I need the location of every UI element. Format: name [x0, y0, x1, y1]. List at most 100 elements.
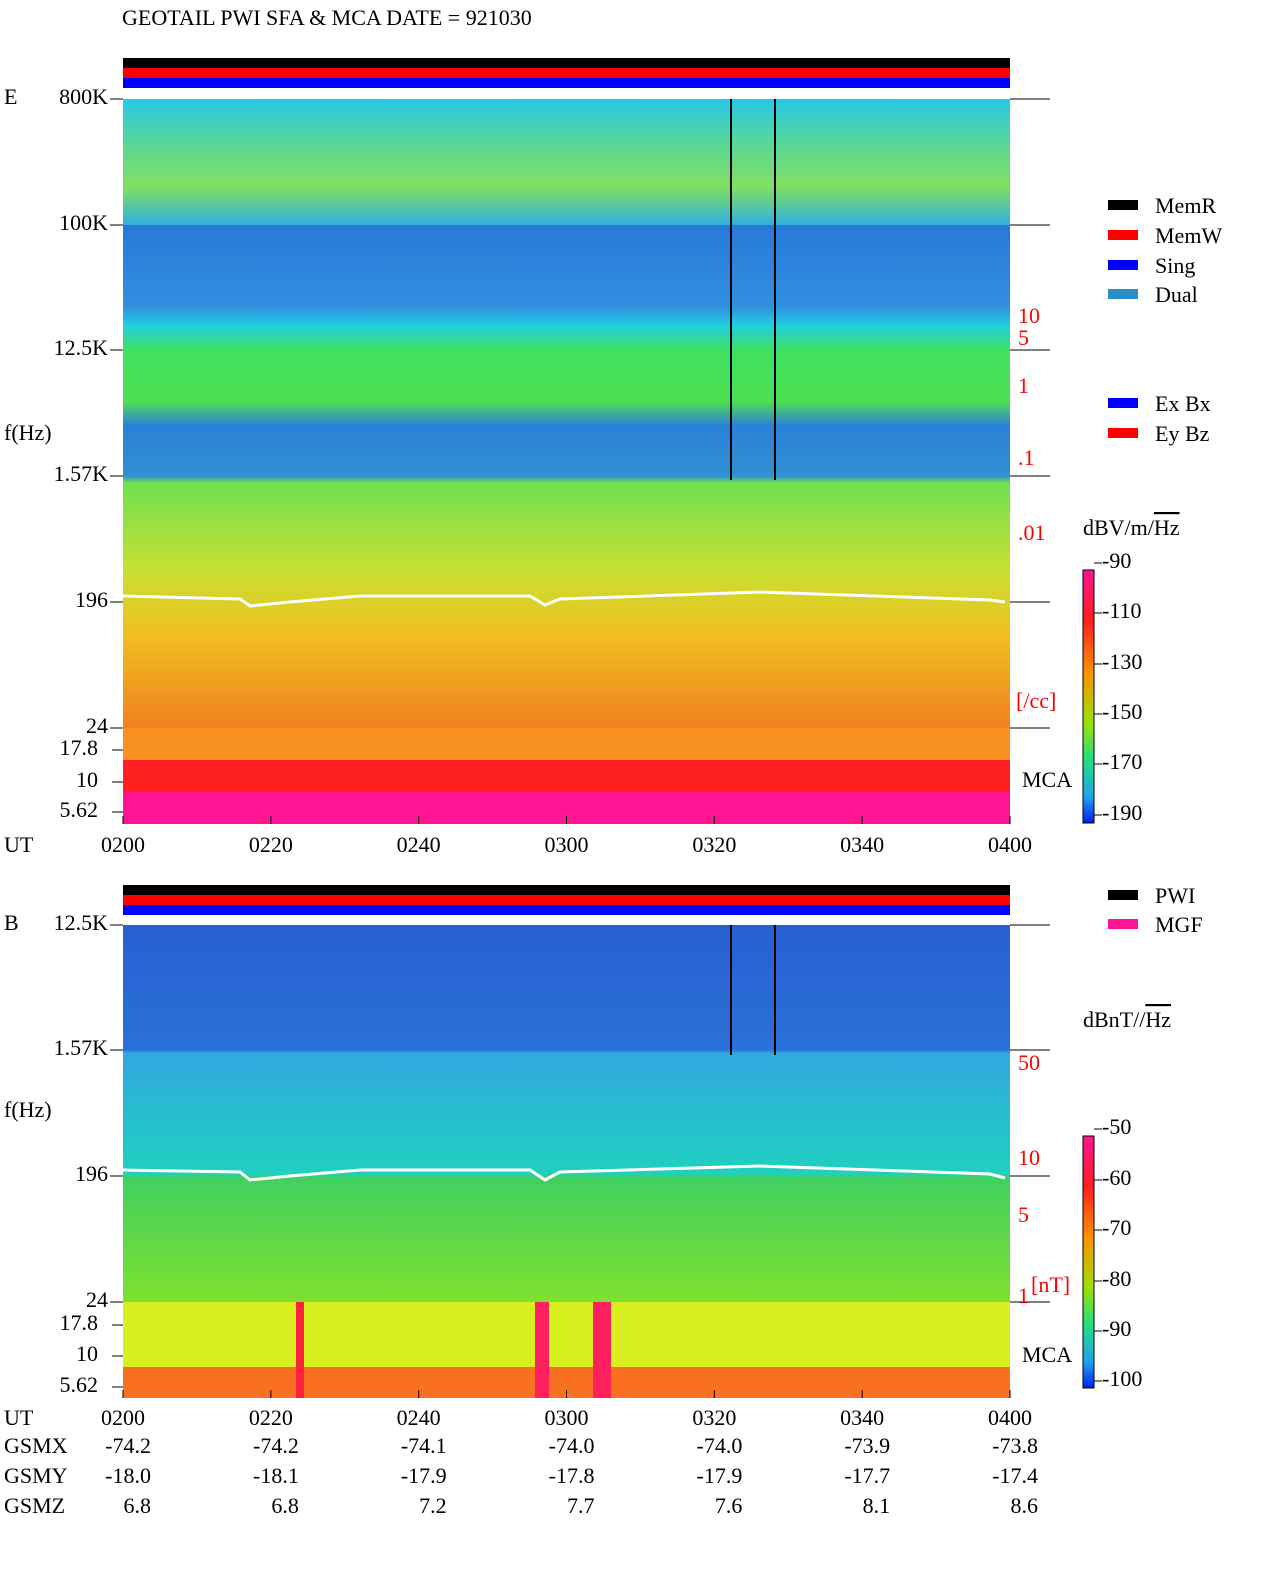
- colorbar-unit: dBnT//Hz: [1083, 1007, 1171, 1032]
- colorbar-unit: dBV/m/Hz: [1083, 515, 1180, 540]
- orbit-value: -74.2: [105, 1433, 151, 1458]
- orbit-value: 6.8: [124, 1493, 152, 1518]
- mca-band: [123, 728, 1010, 760]
- colorbar-label: -80: [1102, 1266, 1131, 1291]
- right-tick-label: .1: [1018, 445, 1035, 470]
- right-tick-label: 5: [1018, 1202, 1029, 1227]
- orbit-label: GSMZ: [4, 1493, 65, 1518]
- status-bar: [123, 885, 1010, 895]
- orbit-label: GSMX: [4, 1433, 68, 1458]
- cyclotron-line: [122, 1164, 1006, 1182]
- mca-band: [593, 1302, 611, 1398]
- legend-label: PWI: [1155, 883, 1195, 908]
- panel-label: B: [4, 910, 19, 935]
- y-tick-label: 1.57K: [54, 1035, 109, 1060]
- spectrogram: [123, 99, 1010, 728]
- y-tick-label: 12.5K: [54, 910, 109, 935]
- colorbar-label: -50: [1102, 1114, 1131, 1139]
- y-tick-label: 24: [86, 1287, 108, 1312]
- mca-band: [123, 760, 1010, 792]
- orbit-value: 8.6: [1011, 1493, 1039, 1518]
- unit-root: Hz: [1154, 515, 1180, 540]
- mca-band: [535, 1302, 549, 1398]
- mca-label: MCA: [1022, 767, 1072, 792]
- x-tick-label: 0320: [692, 832, 736, 857]
- colorbar-label: -130: [1102, 649, 1142, 674]
- orbit-value: -73.9: [844, 1433, 890, 1458]
- time-label: UT: [4, 1405, 34, 1430]
- orbit-value: 7.2: [419, 1493, 447, 1518]
- orbit-value: 8.1: [863, 1493, 891, 1518]
- status-bar: [123, 58, 1010, 68]
- legend-swatch: [1108, 230, 1138, 240]
- orbit-value: -17.7: [844, 1463, 890, 1488]
- right-tick-label: 10: [1018, 303, 1040, 328]
- colorbar-label: -110: [1102, 598, 1142, 623]
- x-tick-label: 0240: [397, 1405, 441, 1430]
- y-tick-label: 17.8: [60, 735, 99, 760]
- colorbar-label: -90: [1102, 548, 1131, 573]
- orbit-value: -18.0: [105, 1463, 151, 1488]
- colorbar-label: -60: [1102, 1165, 1131, 1190]
- orbit-value: -17.9: [401, 1463, 447, 1488]
- x-tick-label: 0300: [545, 1405, 589, 1430]
- status-bar: [123, 78, 1010, 88]
- colorbar-label: -90: [1102, 1316, 1131, 1341]
- colorbar-label: -170: [1102, 749, 1142, 774]
- right-tick-label: 1: [1018, 373, 1029, 398]
- orbit-label: GSMY: [4, 1463, 68, 1488]
- status-bar: [123, 905, 1010, 915]
- y-tick-label: 10: [76, 767, 98, 792]
- x-tick-label: 0300: [545, 832, 589, 857]
- legend-swatch: [1108, 428, 1138, 438]
- legend-label: Ey Bz: [1155, 421, 1210, 446]
- right-unit: [nT]: [1031, 1272, 1070, 1297]
- x-tick-label: 0340: [840, 1405, 884, 1430]
- right-tick-label: 1: [1018, 1283, 1029, 1308]
- status-bar: [123, 68, 1010, 78]
- orbit-value: -17.8: [549, 1463, 595, 1488]
- x-tick-label: 0220: [249, 1405, 293, 1430]
- y-axis-label: f(Hz): [4, 420, 52, 445]
- mca-band: [296, 1302, 304, 1398]
- legend-swatch: [1108, 260, 1138, 270]
- colorbar-label: -100: [1102, 1366, 1142, 1391]
- x-tick-label: 0220: [249, 832, 293, 857]
- orbit-value: -17.9: [697, 1463, 743, 1488]
- y-tick-label: 12.5K: [54, 335, 109, 360]
- unit-text: dBnT//: [1083, 1007, 1146, 1032]
- legend-swatch: [1108, 890, 1138, 900]
- legend-label: Ex Bx: [1155, 391, 1211, 416]
- legend-label: MemR: [1155, 193, 1216, 218]
- spectrogram: [123, 925, 1010, 1302]
- orbit-value: -74.1: [401, 1433, 447, 1458]
- y-tick-label: 5.62: [60, 1372, 99, 1397]
- unit-root: Hz: [1145, 1007, 1171, 1032]
- y-tick-label: 5.62: [60, 797, 99, 822]
- panel-label: E: [4, 84, 17, 109]
- x-tick-label: 0400: [988, 832, 1032, 857]
- x-tick-label: 0400: [988, 1405, 1032, 1430]
- orbit-value: -17.4: [992, 1463, 1038, 1488]
- orbit-value: 6.8: [271, 1493, 299, 1518]
- y-tick-label: 24: [86, 713, 108, 738]
- legend-swatch: [1108, 289, 1138, 299]
- colorbar-label: -190: [1102, 800, 1142, 825]
- right-tick-label: 5: [1018, 325, 1029, 350]
- legend-label: Dual: [1155, 282, 1198, 307]
- time-label: UT: [4, 832, 34, 857]
- orbit-value: 7.6: [715, 1493, 743, 1518]
- right-tick-label: 50: [1018, 1050, 1040, 1075]
- legend-swatch: [1108, 200, 1138, 210]
- legend-label: MemW: [1155, 223, 1222, 248]
- mca-label: MCA: [1022, 1342, 1072, 1367]
- y-tick-label: 196: [75, 587, 108, 612]
- orbit-value: -74.0: [549, 1433, 595, 1458]
- x-tick-label: 0340: [840, 832, 884, 857]
- right-tick-label: 10: [1018, 1145, 1040, 1170]
- y-tick-label: 196: [75, 1161, 108, 1186]
- right-tick-label: .01: [1018, 520, 1046, 545]
- y-tick-label: 800K: [59, 84, 108, 109]
- orbit-value: -18.1: [253, 1463, 299, 1488]
